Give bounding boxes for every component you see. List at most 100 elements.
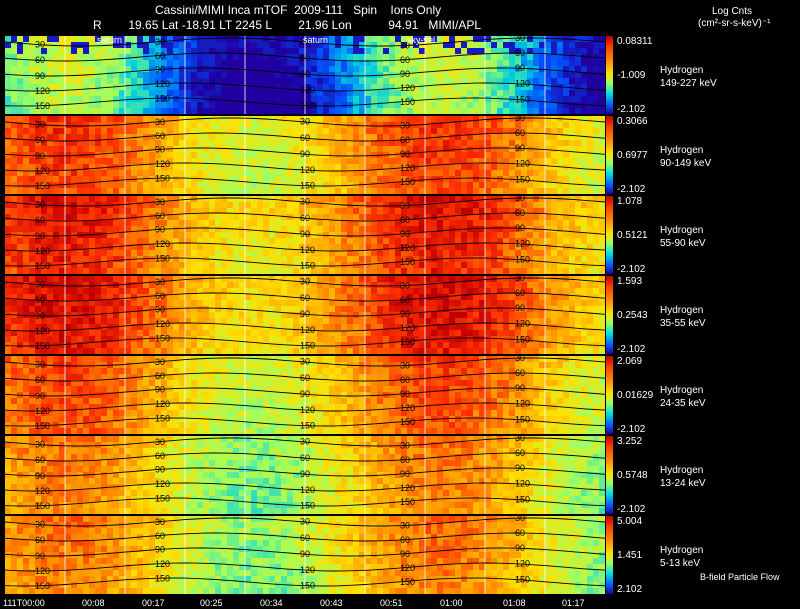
colorbar-max-label: 2.069 — [617, 356, 643, 367]
contour-label: 150 — [155, 413, 170, 423]
colorbar-max-label: 1.593 — [617, 276, 643, 287]
contour-label: 150 — [515, 494, 530, 504]
colorbar — [606, 356, 613, 434]
contour-label: 90 — [155, 305, 165, 315]
contour-label: 30 — [155, 357, 165, 367]
contour-label: 30 — [300, 357, 310, 367]
contour-label: 30 — [400, 201, 410, 211]
contour-label: 120 — [300, 405, 315, 415]
contour-line — [5, 97, 605, 107]
contour-line — [5, 197, 605, 207]
contour-label: 150 — [155, 93, 170, 103]
contour-label: 120 — [515, 319, 530, 329]
contour-label: 120 — [300, 245, 315, 255]
contour-label: 150 — [400, 337, 415, 347]
contour-line — [5, 357, 605, 367]
colorbar-max-label: 0.3066 — [617, 116, 648, 127]
heatmap-cells — [5, 36, 605, 114]
contour-label: 150 — [300, 501, 315, 511]
contour-label: 120 — [155, 319, 170, 329]
contour-line — [5, 337, 605, 347]
contour-label: 60 — [300, 293, 310, 303]
energy-range: 90-149 keV — [660, 158, 712, 169]
contour-label: 30 — [400, 121, 410, 131]
contour-label: 120 — [300, 565, 315, 575]
contour-label: 90 — [35, 311, 45, 321]
colorbar-min-label: 2.102 — [617, 584, 643, 595]
contour-label: 120 — [515, 559, 530, 569]
contour-label: 30 — [400, 41, 410, 51]
contour-label: 120 — [35, 86, 50, 96]
contour-label: 90 — [155, 65, 165, 75]
contour-label: 120 — [300, 485, 315, 495]
contour-label: 120 — [515, 159, 530, 169]
contour-line — [5, 67, 605, 77]
spectrogram-panel: 30 30 30 30 30 60 60 60 60 60 90 90 90 90 90 120 120 120 1… — [5, 276, 605, 354]
contour-label: 60 — [155, 211, 165, 221]
contour-label: 60 — [400, 455, 410, 465]
contour-label: 120 — [400, 403, 415, 413]
contour-line — [5, 132, 605, 142]
contour-label: 30 — [400, 281, 410, 291]
contour-label: 150 — [35, 581, 50, 591]
species-name: Hydrogen — [660, 305, 704, 316]
contour-label: 60 — [155, 131, 165, 141]
contour-label: 150 — [400, 417, 415, 427]
contour-label: 120 — [155, 479, 170, 489]
x-tick-label: 01:17 — [562, 598, 585, 608]
colorbar — [606, 276, 613, 354]
contour-label: 120 — [35, 326, 50, 336]
contour-label: 120 — [300, 165, 315, 175]
contour-label: 150 — [35, 181, 50, 191]
spectrogram-panel: 30 30 30 30 30 60 60 60 60 60 90 90 90 90 90 120 120 120 1… — [5, 356, 605, 434]
contour-label: 30 — [515, 516, 525, 523]
colorbar — [606, 196, 613, 274]
contour-line — [5, 147, 605, 157]
colorbar-mid-label: 0.5748 — [617, 470, 648, 481]
contour-label: 150 — [155, 333, 170, 343]
contour-label: 150 — [35, 421, 50, 431]
contour-label: 120 — [400, 243, 415, 253]
contour-label: 30 — [35, 39, 45, 49]
colorbar-mid-label: 0.5121 — [617, 230, 648, 241]
contour-label: 60 — [515, 208, 525, 218]
contour-label: 120 — [400, 163, 415, 173]
contour-label: 90 — [400, 149, 410, 159]
contour-label: 120 — [300, 325, 315, 335]
contour-label: 30 — [35, 199, 45, 209]
colorbar — [606, 516, 613, 594]
contour-label: 90 — [155, 145, 165, 155]
colorbar-min-label: -2.102 — [617, 264, 646, 275]
contour-label: 90 — [300, 309, 310, 319]
contour-label: 150 — [400, 97, 415, 107]
contour-label: 30 — [515, 116, 525, 123]
species-name: Hydrogen — [660, 65, 704, 76]
contour-label: 30 — [515, 36, 525, 43]
x-tick-label: 00:08 — [82, 598, 105, 608]
contour-line — [5, 52, 605, 62]
contour-label: 30 — [35, 519, 45, 529]
contour-label: 60 — [400, 295, 410, 305]
contour-label: 30 — [515, 196, 525, 203]
contour-line — [5, 292, 605, 302]
colorbar-min-label: -2.102 — [617, 184, 646, 195]
contour-label: 150 — [35, 341, 50, 351]
contour-label: 90 — [35, 71, 45, 81]
contour-label: 60 — [35, 215, 45, 225]
contour-label: 60 — [300, 213, 310, 223]
contour-line — [5, 482, 605, 492]
contour-label: 30 — [35, 279, 45, 289]
x-tick-label: 01:08 — [503, 598, 526, 608]
contour-line — [5, 277, 605, 287]
contour-label: 150 — [515, 414, 530, 424]
colorbar-mid-label: -1.009 — [617, 70, 646, 81]
contour-label: 60 — [35, 375, 45, 385]
contour-line — [5, 577, 605, 587]
colorbar-mid-label: 1.451 — [617, 550, 643, 561]
energy-range: 24-35 keV — [660, 398, 706, 409]
contour-label: 150 — [155, 173, 170, 183]
contour-label: 90 — [300, 69, 310, 79]
contour-label: 60 — [35, 135, 45, 145]
panel-species-label: Hydrogen 13-24 keV — [660, 464, 706, 490]
contour-label: 90 — [155, 545, 165, 555]
